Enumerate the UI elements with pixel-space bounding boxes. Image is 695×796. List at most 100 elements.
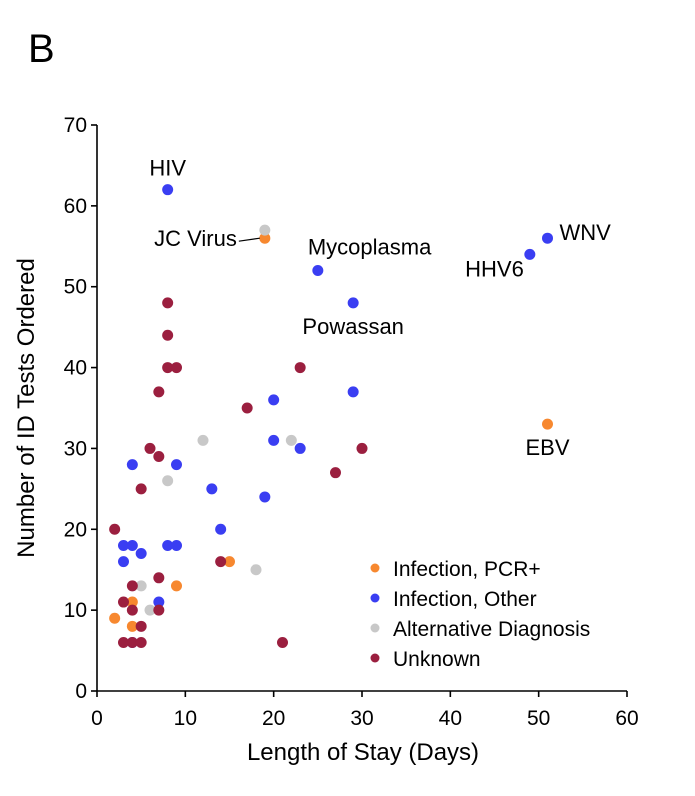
annotation-leader-line [238,237,260,242]
data-point-unknown [126,604,138,616]
data-point-unknown [153,604,165,616]
x-tick-label: 10 [174,707,197,730]
x-tick-label: 60 [615,707,638,730]
data-point-alt [144,604,156,616]
data-point-other [162,539,174,551]
data-point-unknown [162,297,174,309]
axis-ticks: 0 10 20 30 40 50 60 0 10 20 30 40 50 60 70 [64,114,639,730]
legend-marker-unknown [370,653,380,663]
annotation-label: JC Virus [154,226,237,251]
legend-marker-pcr [370,563,380,573]
data-point-other [294,442,306,454]
data-point-alt [285,434,297,446]
point-annotations: HIV JC Virus Mycoplasma Powassan HHV6 WNV EBV [149,156,611,460]
x-axis-title: Length of Stay (Days) [247,739,479,766]
data-point-unknown [356,442,368,454]
y-tick-label: 60 [64,195,87,218]
data-point-unknown [118,636,129,648]
data-point-unknown [153,386,165,398]
data-point-other [347,386,359,398]
data-point-other [268,434,280,446]
data-point-other [126,539,138,551]
x-tick-label: 30 [350,707,373,730]
legend: Infection, PCR+ Infection, Other Alternati… [370,558,590,671]
data-point-pcr [224,556,235,568]
panel-letter: B [28,27,55,71]
data-point-unknown [153,451,165,463]
data-point-unknown [135,620,147,632]
data-point-other [259,491,271,503]
annotation-label: Powassan [302,314,404,339]
y-tick-label: 0 [75,680,87,703]
data-point-other [312,265,324,277]
data-point-pcr [126,620,138,632]
legend-marker-alt [370,623,380,633]
data-point-unknown [135,483,147,495]
data-point-unknown [171,362,182,374]
data-point-unknown [135,636,147,648]
data-point-unknown [126,636,138,648]
data-point-unknown [162,329,174,341]
data-point-pcr [259,232,271,244]
data-point-unknown [241,402,253,414]
annotation-label: Mycoplasma [308,235,432,260]
annotation-label: EBV [525,435,569,460]
data-point-alt [135,580,147,592]
y-tick-label: 40 [64,357,87,380]
data-point-other [126,459,138,471]
data-point-other [542,232,553,244]
data-point-unknown [153,572,165,584]
data-point-other [171,459,182,471]
data-point-pcr [109,612,121,624]
y-tick-label: 10 [64,599,87,622]
y-tick-label: 70 [64,114,87,137]
data-point-alt [162,475,174,487]
data-point-other [206,483,218,495]
data-point-other [171,539,182,551]
legend-label-unknown: Unknown [393,648,481,671]
annotation-label: HHV6 [465,256,524,281]
x-tick-label: 20 [262,707,285,730]
data-point-unknown [277,636,288,648]
data-point-unknown [330,467,341,479]
data-point-unknown [118,596,129,608]
data-point-unknown [162,362,174,374]
data-points [109,184,553,648]
x-tick-label: 50 [527,707,550,730]
data-point-pcr [542,418,553,430]
data-point-unknown [109,523,121,535]
data-point-other [268,394,280,406]
data-point-other [118,539,129,551]
legend-marker-other [370,593,380,603]
data-point-pcr [126,596,138,608]
data-point-alt [250,564,262,576]
x-tick-label: 0 [91,707,103,730]
data-point-alt [197,434,209,446]
annotation-label: HIV [149,156,186,181]
data-point-other [347,297,359,309]
y-tick-label: 30 [64,437,87,460]
x-tick-label: 40 [439,707,462,730]
data-point-other [524,248,536,260]
data-point-other [135,548,147,560]
data-point-other [162,184,174,196]
data-point-other [118,556,129,568]
annotation-label: WNV [560,220,612,245]
legend-label-alt: Alternative Diagnosis [393,618,590,641]
data-point-other [153,596,165,608]
data-point-unknown [215,556,227,568]
data-point-alt [259,224,271,236]
data-point-unknown [144,442,156,454]
legend-label-other: Infection, Other [393,588,537,611]
data-point-unknown [126,580,138,592]
y-axis-title: Number of ID Tests Ordered [13,258,40,558]
data-point-other [215,523,227,535]
y-tick-label: 20 [64,518,87,541]
axes [96,125,627,692]
data-point-pcr [171,580,182,592]
y-tick-label: 50 [64,276,87,299]
data-point-unknown [294,362,306,374]
legend-label-pcr: Infection, PCR+ [393,558,541,581]
